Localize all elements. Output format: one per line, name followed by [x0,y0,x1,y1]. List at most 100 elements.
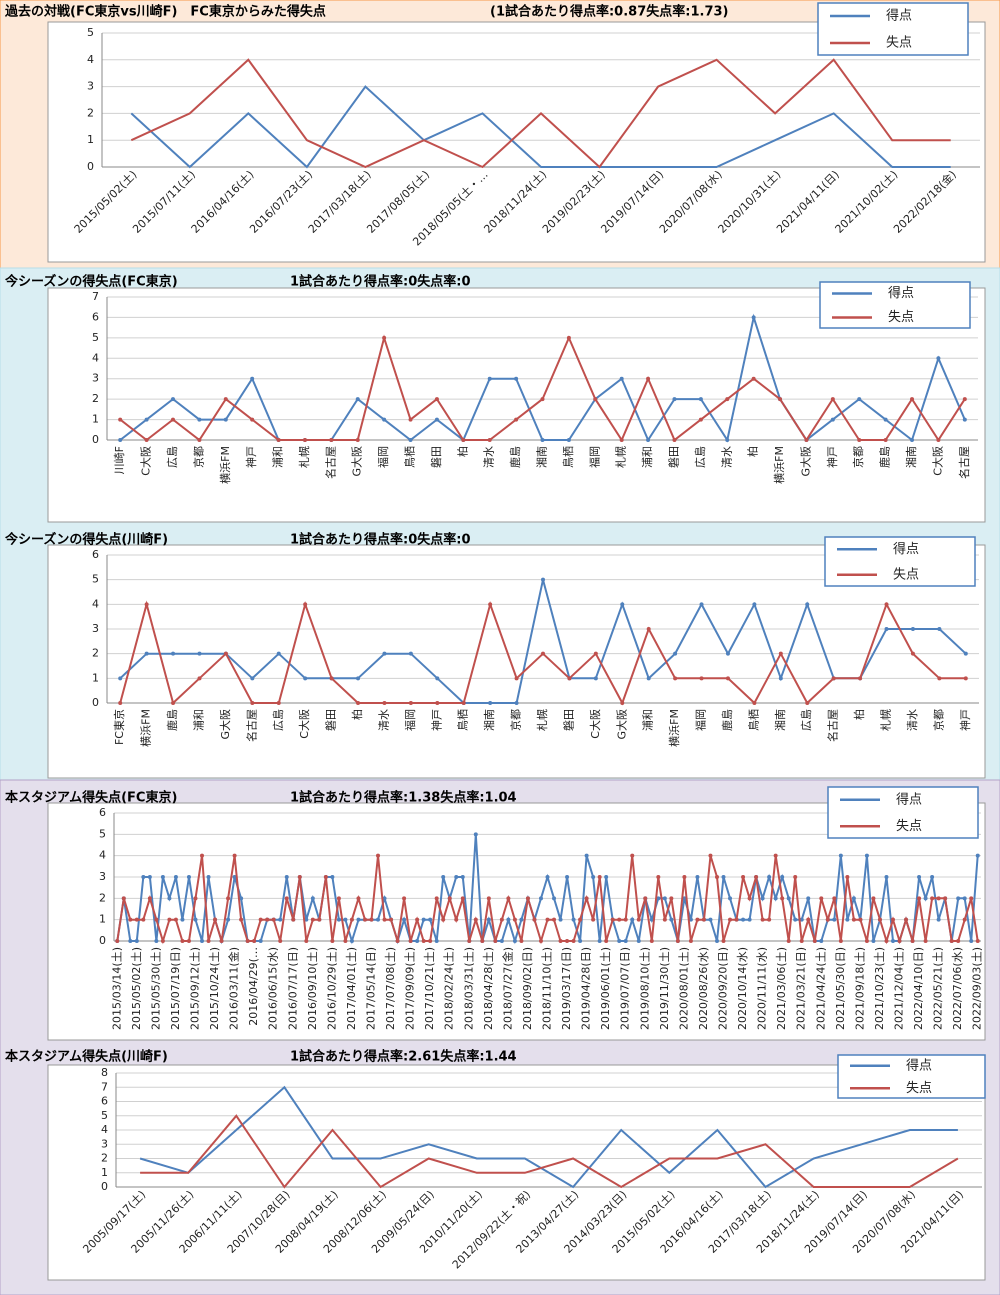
point [962,917,967,922]
x-tick-label: 福岡 [403,709,417,731]
point [193,896,198,901]
x-tick-label: 2019/07/07(日) [619,947,632,1030]
point [408,701,413,705]
point [695,875,700,879]
point [747,917,752,922]
y-tick-label: 6 [99,806,106,819]
legend-label: 得点 [888,285,914,301]
point [669,917,674,922]
point [708,853,713,858]
point [597,875,602,879]
point [962,397,967,402]
y-tick-label: 3 [99,870,106,883]
x-tick-label: 2016/09/10(土) [306,947,319,1030]
x-tick-label: 2020/08/01(土) [677,947,690,1030]
x-tick-label: 2018/02/24(土) [443,947,456,1030]
x-tick-label: 京都 [509,709,523,731]
point [552,896,557,901]
x-tick-label: 鹿島 [508,446,522,468]
point [567,676,572,681]
y-tick-label: 4 [101,1123,108,1136]
point [154,939,159,943]
point [672,397,677,402]
point [389,917,394,922]
point [271,917,276,922]
point [434,397,439,402]
point [303,676,308,681]
point [408,939,413,943]
point [355,438,360,442]
point [806,896,811,901]
point [197,651,202,656]
point [619,438,624,442]
y-tick-label: 1 [92,671,99,684]
point [656,875,661,879]
point [682,875,687,879]
point [434,417,439,422]
point [118,438,123,442]
point [778,651,783,656]
point [525,896,530,901]
point [877,917,882,922]
x-tick-label: 2022/05/21(土) [932,947,945,1030]
point [858,917,863,922]
x-tick-label: 京都 [191,446,205,468]
chart-area [47,21,986,263]
y-tick-label: 4 [87,53,94,66]
x-tick-label: 札幌 [614,446,628,468]
y-tick-label: 5 [101,1109,108,1122]
point [754,875,759,879]
point [949,939,954,943]
point [336,917,341,922]
y-tick-label: 5 [92,573,99,586]
point [447,896,452,901]
point [226,917,231,922]
chart-title: 本スタジアム得失点(FC東京) [5,790,177,806]
point [910,939,915,943]
x-tick-label: 2018/11/10(土) [541,947,554,1030]
x-tick-label: 2015/07/19(日) [169,947,182,1030]
x-tick-label: 広島 [693,446,707,468]
x-tick-label: 2021/04/24(土) [814,947,827,1030]
point [532,917,537,922]
point [493,939,498,943]
y-tick-label: 5 [92,331,99,344]
point [512,939,517,943]
x-tick-label: 神戸 [429,709,443,731]
point [699,602,704,607]
point [160,939,165,943]
point [767,875,772,879]
point [673,676,678,681]
y-tick-label: 1 [87,133,94,146]
point [890,939,895,943]
point [118,417,123,422]
point [558,917,563,922]
point [597,939,602,943]
point [499,939,504,943]
point [698,397,703,402]
point [552,917,557,922]
point [838,939,843,943]
point [147,875,152,879]
x-tick-label: G大阪 [218,709,232,740]
point [884,627,889,631]
point [904,917,909,922]
point [593,397,598,402]
x-tick-label: 2019/08/10(土) [638,947,651,1030]
point [636,939,641,943]
legend-box [817,2,969,56]
point [134,917,139,922]
point [461,438,466,442]
legend-label: 失点 [893,567,919,582]
chart-title: 今シーズンの得失点(川崎F) [4,532,168,548]
x-tick-label: 2019/03/17(日) [560,947,573,1030]
point [304,917,309,922]
point [223,651,228,656]
point [565,939,570,943]
point [819,896,824,901]
y-tick-label: 1 [92,413,99,426]
x-tick-label: 2019/11/30(土) [658,947,671,1030]
point [349,939,354,943]
x-tick-label: 2015/05/30(土) [149,947,162,1030]
point [506,896,511,901]
